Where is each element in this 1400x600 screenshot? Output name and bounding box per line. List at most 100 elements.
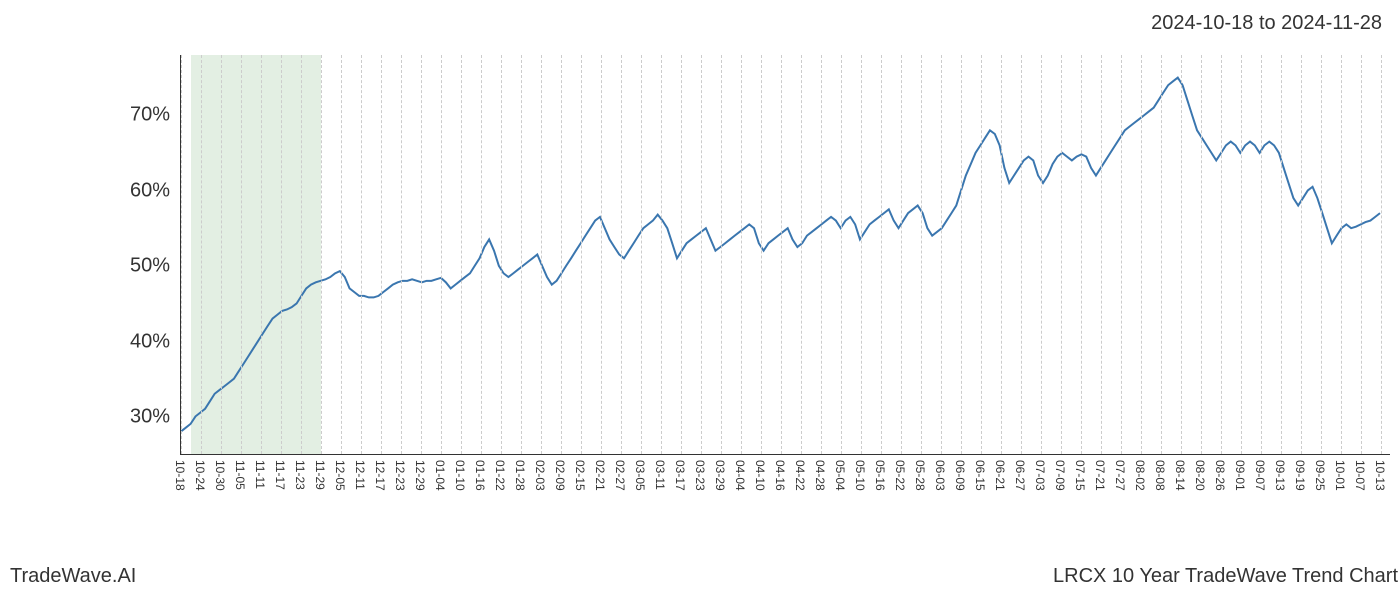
x-tick-label: 01-22	[493, 460, 507, 491]
grid-line	[481, 55, 482, 454]
grid-line	[1161, 55, 1162, 454]
x-tick-label: 04-22	[793, 460, 807, 491]
x-tick-label: 06-03	[933, 460, 947, 491]
grid-line	[641, 55, 642, 454]
x-tick-label: 11-23	[293, 460, 307, 490]
grid-line	[341, 55, 342, 454]
grid-line	[601, 55, 602, 454]
x-tick-label: 04-10	[753, 460, 767, 491]
grid-line	[381, 55, 382, 454]
x-tick-label: 07-27	[1113, 460, 1127, 491]
grid-line	[321, 55, 322, 454]
x-tick-label: 07-15	[1073, 460, 1087, 491]
grid-line	[361, 55, 362, 454]
chart-container: 30%40%50%60%70%10-1810-2410-3011-0511-11…	[100, 55, 1390, 485]
x-tick-label: 06-21	[993, 460, 1007, 491]
x-tick-label: 10-18	[173, 460, 187, 491]
trend-line	[181, 55, 1390, 454]
x-tick-label: 07-21	[1093, 460, 1107, 491]
grid-line	[1381, 55, 1382, 454]
grid-line	[741, 55, 742, 454]
x-tick-label: 11-05	[233, 460, 247, 490]
grid-line	[901, 55, 902, 454]
grid-line	[781, 55, 782, 454]
grid-line	[461, 55, 462, 454]
grid-line	[661, 55, 662, 454]
grid-line	[1221, 55, 1222, 454]
grid-line	[1281, 55, 1282, 454]
x-tick-label: 03-05	[633, 460, 647, 491]
x-tick-label: 10-30	[213, 460, 227, 491]
grid-line	[841, 55, 842, 454]
x-tick-label: 12-23	[393, 460, 407, 491]
grid-line	[621, 55, 622, 454]
grid-line	[281, 55, 282, 454]
grid-line	[581, 55, 582, 454]
grid-line	[401, 55, 402, 454]
x-tick-label: 08-26	[1213, 460, 1227, 491]
grid-line	[721, 55, 722, 454]
x-tick-label: 04-04	[733, 460, 747, 491]
x-tick-label: 10-07	[1353, 460, 1367, 491]
grid-line	[301, 55, 302, 454]
x-tick-label: 01-04	[433, 460, 447, 491]
grid-line	[981, 55, 982, 454]
grid-line	[801, 55, 802, 454]
grid-line	[1041, 55, 1042, 454]
x-tick-label: 07-09	[1053, 460, 1067, 491]
x-tick-label: 09-25	[1313, 460, 1327, 491]
grid-line	[701, 55, 702, 454]
grid-line	[1081, 55, 1082, 454]
y-tick-label: 60%	[100, 179, 170, 202]
x-tick-label: 01-10	[453, 460, 467, 491]
grid-line	[1121, 55, 1122, 454]
x-tick-label: 09-13	[1273, 460, 1287, 491]
grid-line	[881, 55, 882, 454]
x-tick-label: 12-17	[373, 460, 387, 491]
grid-line	[941, 55, 942, 454]
grid-line	[1141, 55, 1142, 454]
plot-area	[180, 55, 1390, 455]
x-tick-label: 09-01	[1233, 460, 1247, 491]
x-tick-label: 11-17	[273, 460, 287, 490]
grid-line	[1241, 55, 1242, 454]
x-tick-label: 04-28	[813, 460, 827, 491]
x-tick-label: 02-21	[593, 460, 607, 491]
grid-line	[221, 55, 222, 454]
grid-line	[1021, 55, 1022, 454]
x-tick-label: 01-16	[473, 460, 487, 491]
x-tick-label: 05-22	[893, 460, 907, 491]
x-tick-label: 02-15	[573, 460, 587, 491]
grid-line	[961, 55, 962, 454]
grid-line	[521, 55, 522, 454]
x-tick-label: 08-02	[1133, 460, 1147, 491]
x-tick-label: 03-17	[673, 460, 687, 491]
x-tick-label: 03-11	[653, 460, 667, 490]
grid-line	[1261, 55, 1262, 454]
x-tick-label: 08-20	[1193, 460, 1207, 491]
y-tick-label: 30%	[100, 406, 170, 429]
grid-line	[1061, 55, 1062, 454]
x-tick-label: 07-03	[1033, 460, 1047, 491]
grid-line	[241, 55, 242, 454]
x-tick-label: 04-16	[773, 460, 787, 491]
grid-line	[1361, 55, 1362, 454]
x-tick-label: 08-08	[1153, 460, 1167, 491]
grid-line	[501, 55, 502, 454]
x-tick-label: 05-04	[833, 460, 847, 491]
grid-line	[541, 55, 542, 454]
grid-line	[921, 55, 922, 454]
grid-line	[1321, 55, 1322, 454]
grid-line	[761, 55, 762, 454]
x-tick-label: 02-09	[553, 460, 567, 491]
x-tick-label: 02-27	[613, 460, 627, 491]
x-tick-label: 10-01	[1333, 460, 1347, 491]
x-tick-label: 11-11	[253, 460, 267, 489]
grid-line	[821, 55, 822, 454]
date-range-label: 2024-10-18 to 2024-11-28	[1151, 12, 1382, 35]
grid-line	[201, 55, 202, 454]
y-tick-label: 70%	[100, 104, 170, 127]
grid-line	[1301, 55, 1302, 454]
grid-line	[1101, 55, 1102, 454]
y-tick-label: 40%	[100, 330, 170, 353]
